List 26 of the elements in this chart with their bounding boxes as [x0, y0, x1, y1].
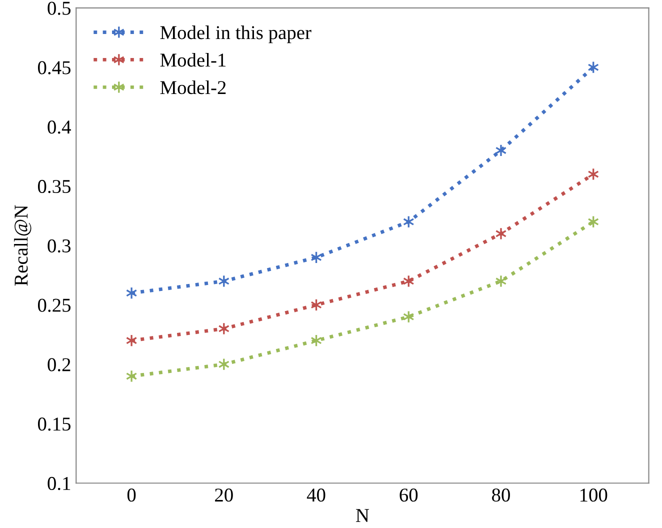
point — [126, 334, 138, 347]
x-tick-label: 20 — [215, 488, 233, 502]
point — [126, 370, 138, 383]
y-axis-title: Recall@N — [14, 205, 32, 286]
x-tick-label: 40 — [306, 488, 326, 502]
y-tick-label: 0.5 — [48, 2, 71, 15]
y-tick-label: 0.45 — [38, 61, 71, 74]
y-tick-label: 0.1 — [48, 476, 70, 490]
y-tick-label: 0.25 — [38, 298, 71, 312]
point — [495, 227, 507, 240]
x-axis-title: N — [356, 509, 370, 522]
x-tick-label: 80 — [492, 488, 510, 502]
y-tick-label: 0.4 — [48, 120, 71, 134]
x-tick-label: 60 — [400, 488, 418, 502]
x-tick-label: 0 — [127, 488, 136, 502]
legend-label: Model-1 — [160, 53, 226, 67]
point — [495, 144, 507, 157]
y-tick-label: 0.15 — [38, 418, 71, 431]
point — [126, 286, 138, 300]
y-tick-label: 0.3 — [48, 239, 71, 253]
point — [495, 274, 507, 288]
y-tick-label: 0.35 — [38, 180, 71, 194]
legend-label: Model-2 — [160, 80, 226, 94]
y-tick-label: 0.2 — [48, 358, 70, 372]
legend-label: Model in this paper — [160, 26, 312, 44]
x-tick-label: 100 — [580, 488, 608, 502]
